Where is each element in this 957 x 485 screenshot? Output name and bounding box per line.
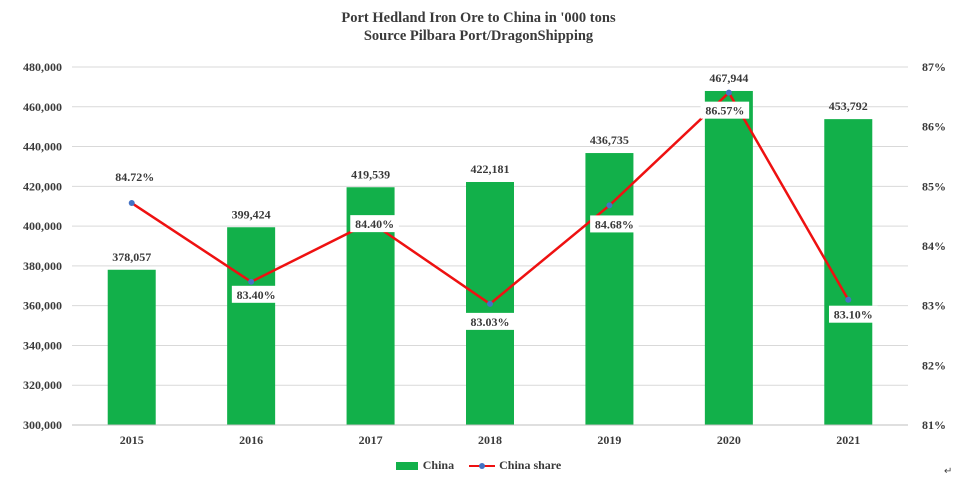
- bar-data-label: 467,944: [709, 71, 748, 85]
- x-tick-label: 2016: [239, 433, 263, 447]
- line-data-label-bg: [700, 101, 750, 119]
- y-left-tick-label: 400,000: [23, 219, 62, 233]
- y-right-tick-label: 85%: [922, 179, 946, 193]
- bar-china: [704, 90, 753, 426]
- x-tick-label: 2019: [597, 433, 621, 447]
- y-right-tick-label: 86%: [922, 120, 946, 134]
- marker-china-share: [606, 202, 613, 209]
- x-tick-label: 2018: [478, 433, 502, 447]
- bar-data-label: 378,057: [112, 250, 151, 264]
- y-right-tick-label: 87%: [922, 60, 946, 74]
- legend-label-china: China: [422, 457, 455, 472]
- y-left-tick-label: 360,000: [23, 299, 62, 313]
- marker-china-share: [248, 278, 255, 285]
- bar-china: [227, 227, 276, 425]
- x-tick-label: 2020: [717, 433, 741, 447]
- legend: China China share: [0, 457, 957, 473]
- line-data-label: 84.72%: [115, 170, 154, 184]
- line-data-label: 84.40%: [355, 217, 394, 231]
- bar-data-label: 436,735: [590, 133, 629, 147]
- line-data-label-bg: [110, 168, 160, 186]
- y-left-tick-label: 420,000: [23, 179, 62, 193]
- line-data-label: 83.10%: [834, 308, 873, 322]
- legend-item-china-share: China share: [469, 458, 561, 473]
- bar-data-label: 422,181: [471, 162, 510, 176]
- bar-china: [585, 153, 634, 426]
- y-left-tick-label: 320,000: [23, 378, 62, 392]
- marker-china-share: [128, 200, 135, 207]
- bar-data-label: 419,539: [351, 167, 390, 181]
- y-right-tick-label: 83%: [922, 299, 946, 313]
- marker-china-share: [487, 300, 493, 307]
- marker-china-share: [845, 296, 852, 303]
- y-left-tick-label: 340,000: [23, 338, 62, 352]
- line-data-label: 83.40%: [237, 288, 276, 302]
- y-right-tick-label: 82%: [922, 358, 946, 372]
- bar-data-label: 453,792: [829, 99, 868, 113]
- x-tick-label: 2015: [120, 433, 144, 447]
- legend-label-china-share: China share: [499, 457, 562, 472]
- x-tick-label: 2021: [836, 433, 860, 447]
- line-data-label: 84.68%: [595, 217, 634, 231]
- line-data-label-bg: [465, 312, 515, 330]
- marker-china-share: [725, 89, 732, 96]
- y-left-tick-label: 440,000: [23, 140, 62, 154]
- bar-china: [107, 269, 156, 425]
- line-data-label-bg: [350, 215, 399, 233]
- y-left-tick-label: 300,000: [23, 418, 62, 432]
- legend-bar-swatch: [395, 462, 418, 470]
- chart-title: Port Hedland Iron Ore to China in '000 t…: [341, 10, 616, 26]
- y-left-tick-label: 480,000: [23, 60, 62, 74]
- y-right-tick-label: 84%: [922, 239, 946, 253]
- line-data-label-bg: [590, 215, 639, 233]
- y-right-tick-label: 81%: [922, 418, 946, 432]
- line-data-label: 86.57%: [705, 104, 744, 118]
- legend-item-china: China: [395, 457, 455, 473]
- bar-data-label: 399,424: [232, 207, 271, 221]
- line-data-label: 83.03%: [471, 315, 510, 329]
- y-left-tick-label: 460,000: [23, 100, 62, 114]
- y-left-tick-label: 380,000: [23, 259, 62, 273]
- return-glyph: ↵: [944, 466, 953, 477]
- line-data-label-bg: [828, 305, 878, 323]
- line-data-label-bg: [231, 285, 281, 303]
- chart-subtitle: Source Pilbara Port/DragonShipping: [363, 28, 594, 44]
- x-tick-label: 2017: [359, 433, 383, 447]
- legend-line-swatch: [469, 461, 496, 471]
